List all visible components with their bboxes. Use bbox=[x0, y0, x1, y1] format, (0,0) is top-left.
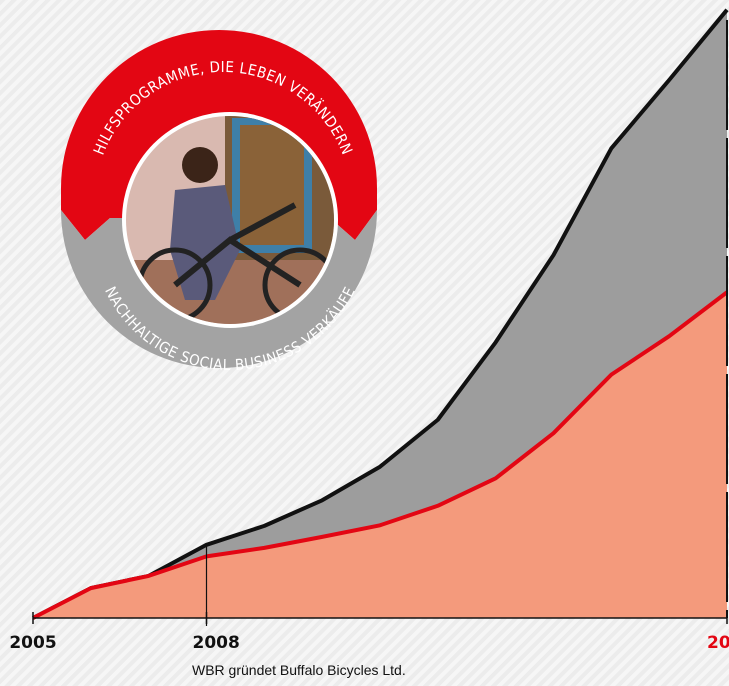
line bbox=[32, 290, 729, 620]
x-tick-label: 20 bbox=[707, 633, 729, 653]
area bbox=[33, 292, 727, 618]
photo bbox=[126, 116, 334, 324]
badge: HILFSPROGRAMME, DIE LEBEN VERÄNDERN NACH… bbox=[61, 30, 377, 374]
annotation: WBR gründet Buffalo Bicycles Ltd. bbox=[192, 662, 406, 678]
plot-area: 2005 2008 20 bbox=[9, 8, 729, 653]
x-tick-label: 2008 bbox=[193, 633, 240, 653]
x-tick-label: 2005 bbox=[9, 633, 56, 653]
